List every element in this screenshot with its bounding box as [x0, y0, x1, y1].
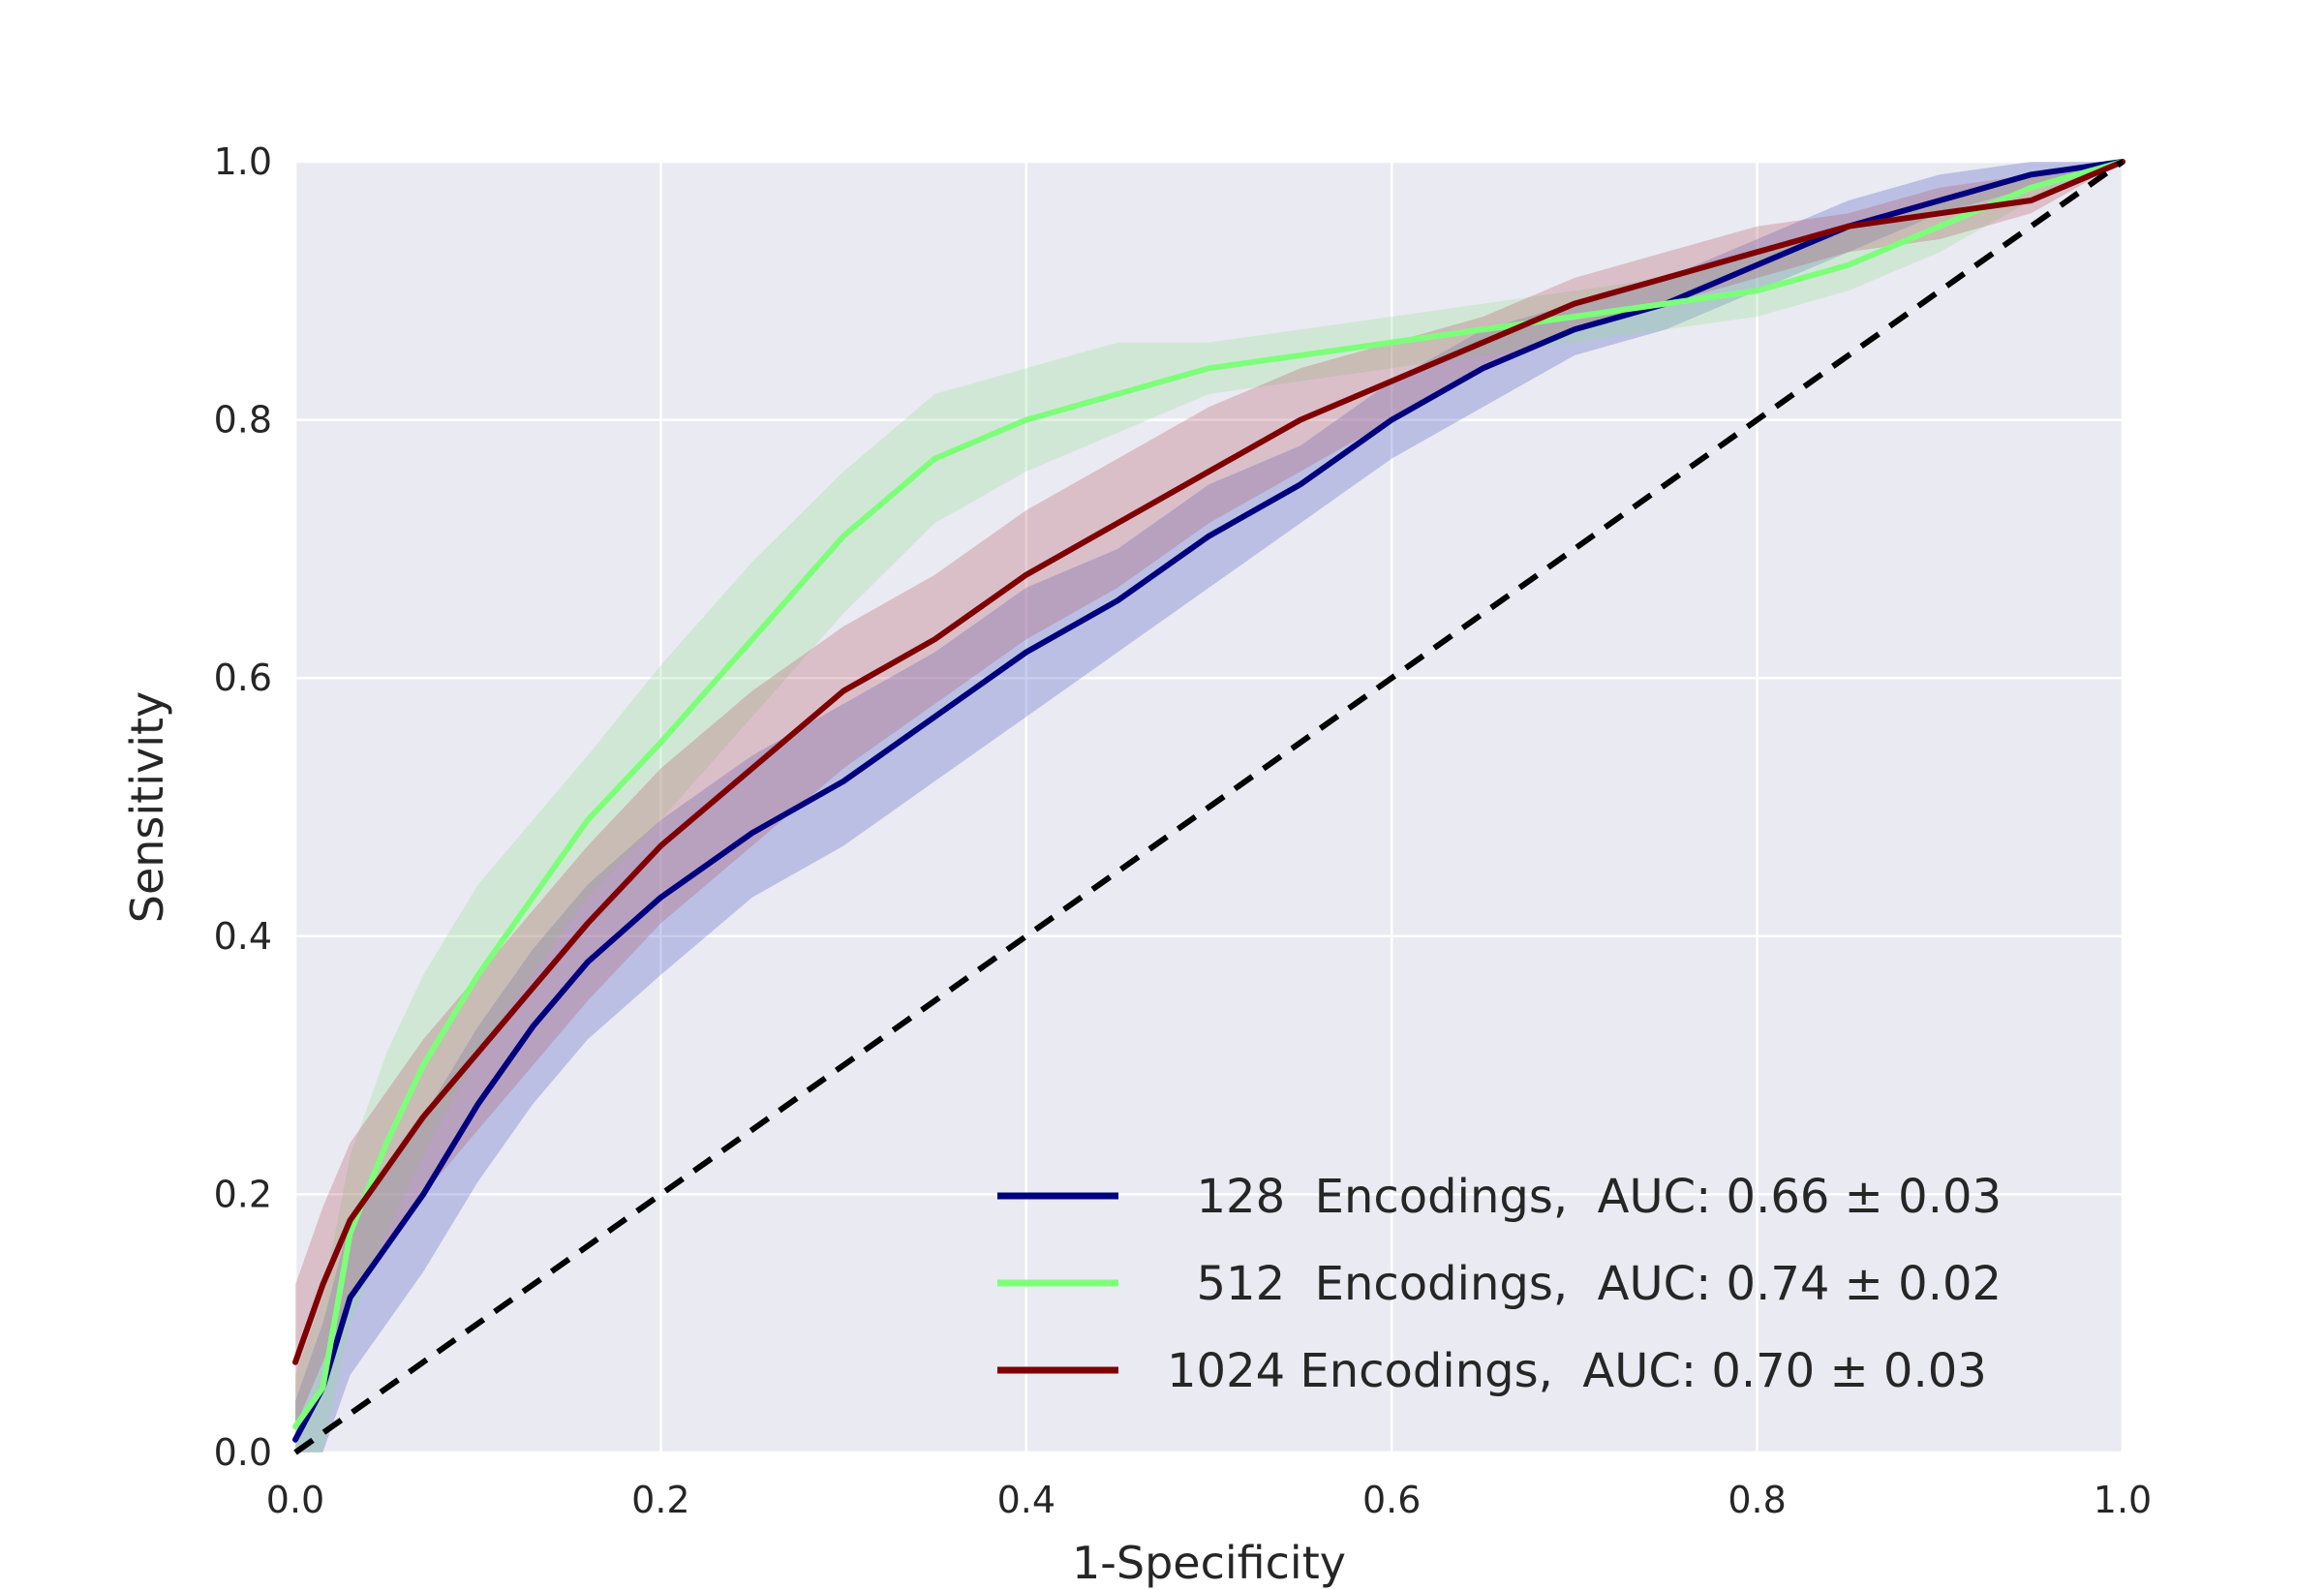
y-tick-label: 0.0 — [214, 1431, 272, 1474]
y-tick-label: 0.8 — [214, 399, 272, 442]
x-tick-label: 0.4 — [997, 1479, 1055, 1521]
y-tick-label: 1.0 — [214, 140, 272, 183]
legend-label-128-encodings: 128 Encodings, AUC: 0.66 ± 0.03 — [1167, 1170, 2002, 1224]
x-tick-label: 0.2 — [631, 1479, 689, 1521]
chance-line-group — [293, 159, 2125, 1455]
line-512-encodings — [292, 159, 2125, 1430]
y-tick-label: 0.6 — [214, 657, 272, 699]
band-1024-encodings — [295, 162, 2123, 1427]
x-tick-label: 0.6 — [1362, 1479, 1421, 1521]
grid — [293, 160, 2125, 1454]
legend-label-512-encodings: 512 Encodings, AUC: 0.74 ± 0.02 — [1167, 1257, 2002, 1311]
x-tick-label: 1.0 — [2094, 1479, 2152, 1521]
y-tick-label: 0.2 — [214, 1173, 272, 1215]
x-tick-labels: 0.0 0.2 0.4 0.6 0.8 1.0 — [266, 1479, 2152, 1521]
y-tick-labels: 0.0 0.2 0.4 0.6 0.8 1.0 — [214, 140, 272, 1474]
chance-line — [293, 159, 2125, 1455]
y-axis-label: Sensitivity — [121, 691, 173, 923]
legend: 128 Encodings, AUC: 0.66 ± 0.03 512 Enco… — [997, 1170, 2002, 1398]
band-512-encodings — [295, 162, 2123, 1452]
legend-label-1024-encodings: 1024 Encodings, AUC: 0.70 ± 0.03 — [1167, 1344, 1987, 1398]
line-128-encodings — [292, 159, 2125, 1443]
line-1024-encodings — [292, 159, 2125, 1365]
y-tick-label: 0.4 — [214, 915, 272, 958]
confidence-bands — [295, 162, 2123, 1452]
series-lines — [292, 159, 2125, 1443]
x-tick-label: 0.0 — [266, 1479, 324, 1521]
x-tick-label: 0.8 — [1728, 1479, 1786, 1521]
x-axis-label: 1-Specificity — [1072, 1537, 1346, 1589]
